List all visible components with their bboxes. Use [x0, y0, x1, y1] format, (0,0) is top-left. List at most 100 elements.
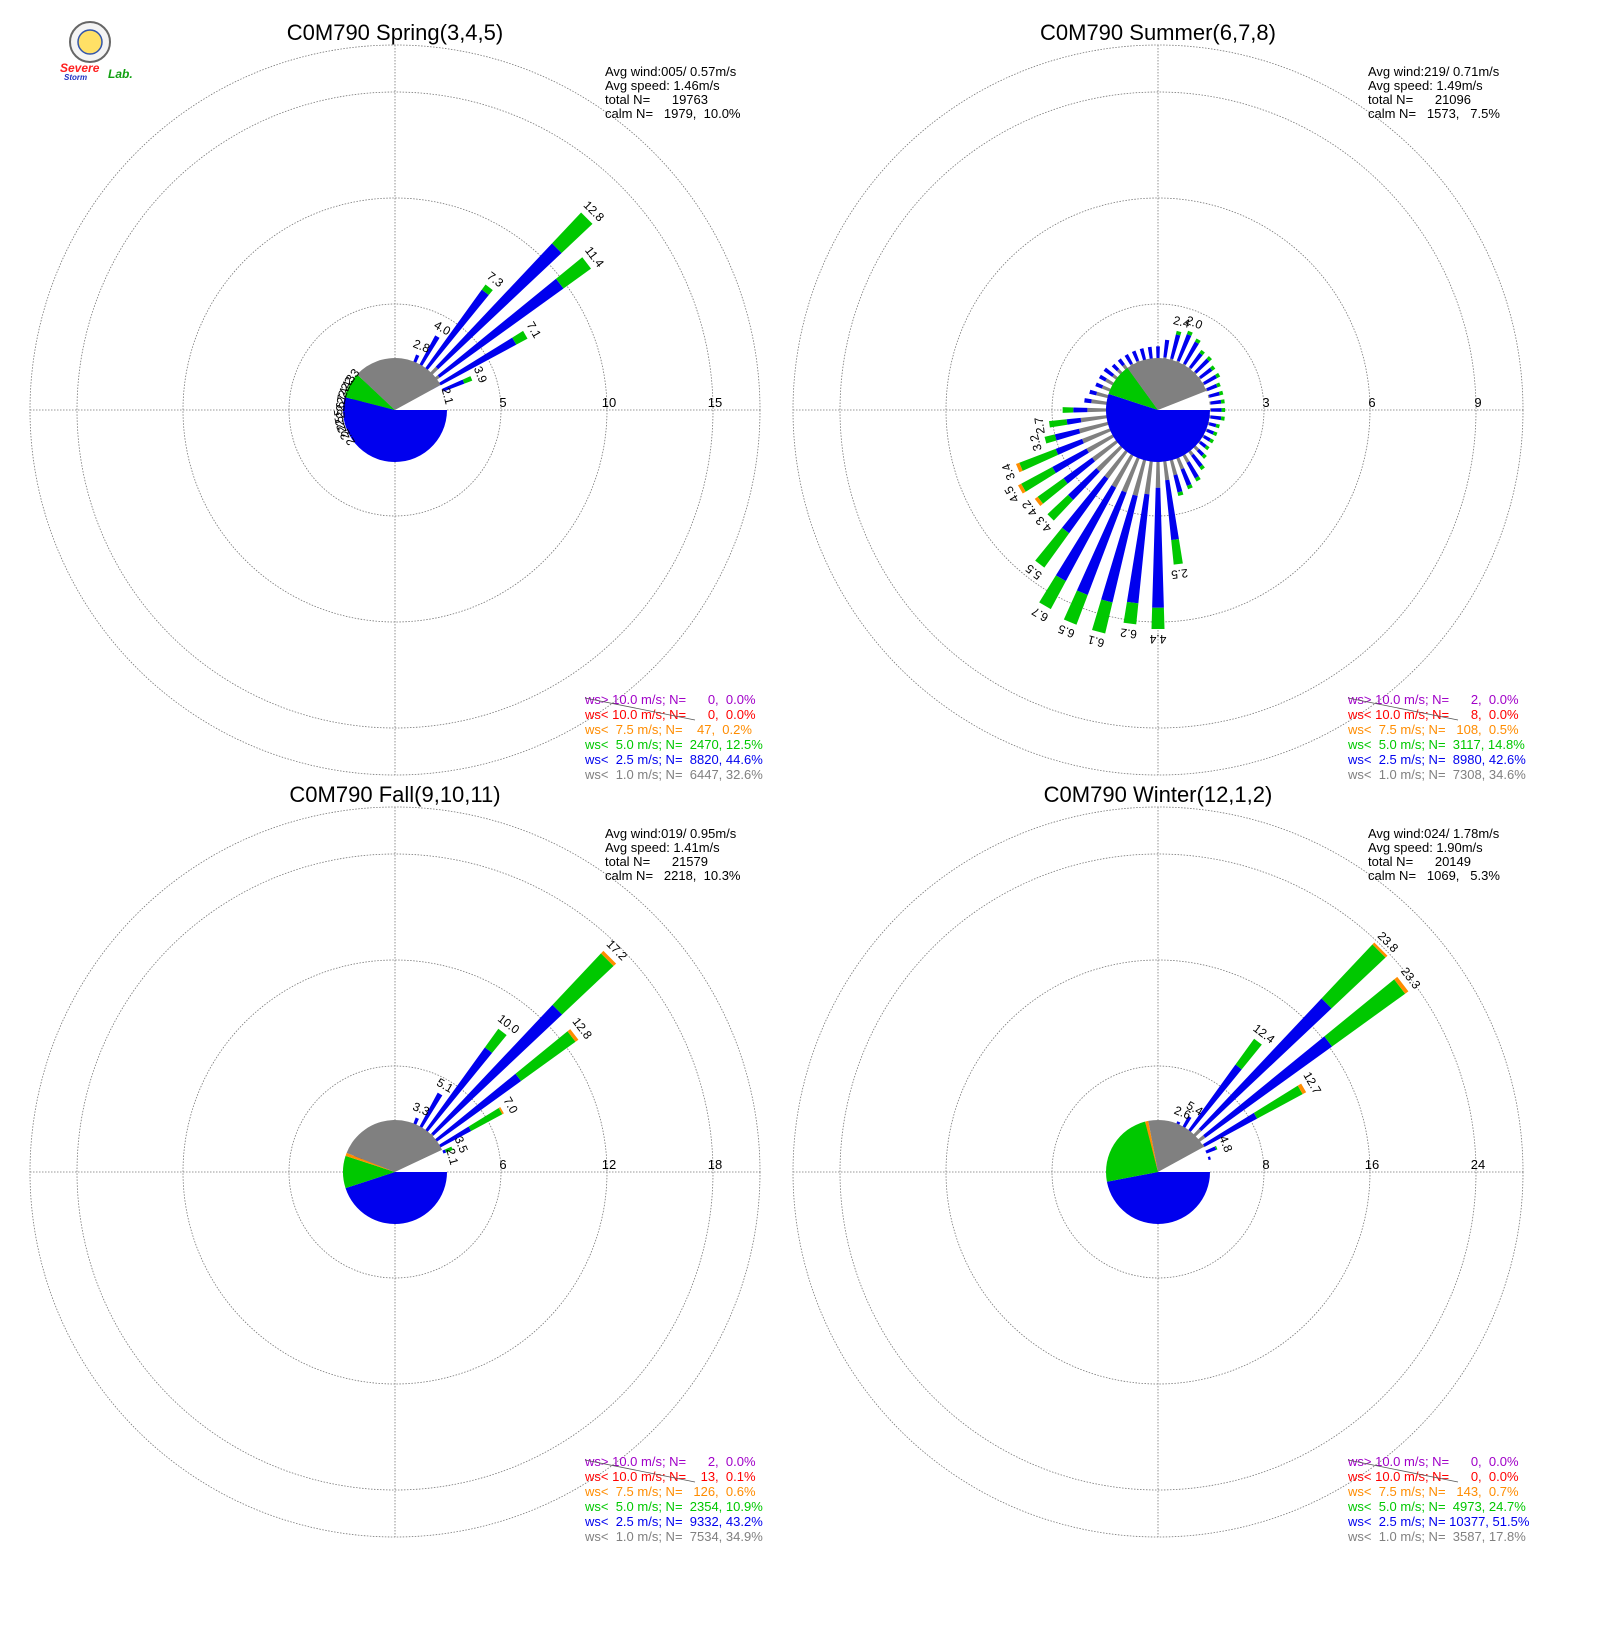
bar-segment-lt2-5: [1210, 399, 1222, 405]
bar-segment-lt5: [552, 953, 614, 1015]
bar-segment-lt2-5: [1117, 358, 1125, 367]
bar-segment-lt2-5: [1181, 1116, 1192, 1131]
bar-value-label: 3.5: [452, 1134, 471, 1155]
bar-segment-lt2-5: [1208, 391, 1220, 398]
info-avg-speed: Avg speed: 1.90m/s: [1368, 840, 1483, 855]
bar-segment-lt5: [1039, 575, 1066, 610]
bar-segment-lt5: [462, 376, 473, 384]
legend-entry: ws< 1.0 m/s; N= 7308, 34.6%: [1347, 767, 1526, 782]
info-calm: calm N= 1573, 7.5%: [1368, 106, 1500, 121]
seal-inner-icon: [77, 29, 103, 55]
bar-segment-lt5: [556, 257, 592, 289]
bar-segment-lt2-5: [1170, 334, 1181, 360]
bar-segment-lt2-5: [1055, 438, 1084, 455]
bar-segment-lt2-5: [1163, 339, 1170, 358]
bar-segment-lt5: [1177, 491, 1184, 496]
bar-segment-lt7-5: [1018, 483, 1026, 494]
bar-segment-lt5: [1123, 601, 1139, 625]
bar-segment-lt2-5: [1196, 448, 1205, 457]
bar-value-label: 2.5: [331, 414, 349, 434]
calm-pie-slice: [343, 1155, 395, 1189]
calm-pie-slice: [1158, 1146, 1210, 1172]
legend-entry: ws< 7.5 m/s; N= 108, 0.5%: [1347, 722, 1519, 737]
legend-entry: ws< 2.5 m/s; N= 8820, 44.6%: [584, 752, 763, 767]
bar-segment-lt2-5: [1055, 485, 1117, 582]
bar-segment-lt2-5: [1210, 408, 1222, 412]
bar-segment-lt2-5: [1066, 417, 1082, 425]
bar-segment-lt5: [1220, 399, 1225, 404]
bar-segment-lt7-5: [1297, 1083, 1307, 1095]
calm-pie-slice: [344, 374, 395, 410]
bar-value-label: 2.4: [1172, 313, 1192, 331]
calm-pie-slice: [343, 397, 447, 462]
bar-segment-lt5: [1206, 355, 1213, 362]
legend-entry: ws< 2.5 m/s; N= 9332, 43.2%: [584, 1514, 763, 1529]
grid-ring: [76, 853, 714, 1491]
legend-entry: ws< 2.5 m/s; N= 10377, 51.5%: [1347, 1514, 1530, 1529]
bar-segment-lt5: [1201, 453, 1207, 459]
legend-strike-line: [584, 1459, 696, 1483]
info-total: total N= 19763: [605, 92, 708, 107]
bar-segment-lt2-5: [1203, 374, 1218, 385]
bar-segment-lt5: [1175, 330, 1182, 336]
legend-entry: ws< 5.0 m/s; N= 4973, 24.7%: [1347, 1499, 1526, 1514]
info-avg-speed: Avg speed: 1.46m/s: [605, 78, 720, 93]
bar-segment-lt2-5: [1076, 490, 1127, 595]
bar-value-label: 2.7: [1032, 416, 1048, 435]
bar-value-label: 2.1: [443, 1147, 461, 1167]
bar-segment-lt5: [1021, 466, 1056, 492]
bar-segment-lt5: [1210, 365, 1216, 371]
bar-segment-lt2-5: [431, 1126, 472, 1152]
ring-label: 3: [1262, 395, 1269, 410]
bar-segment-lt5: [515, 1031, 576, 1082]
calm-pie-slice: [345, 1152, 395, 1172]
windrose-panel: 2.84.07.312.811.47.13.92.12.22.22.52.52.…: [29, 20, 763, 782]
bar-value-label: 3.2: [1027, 433, 1045, 453]
info-avg-wind: Avg wind:024/ 1.78m/s: [1368, 826, 1500, 841]
bar-segment-lt2-5: [1139, 348, 1147, 363]
legend-entry: ws< 2.5 m/s; N= 8980, 42.6%: [1347, 752, 1526, 767]
info-avg-wind: Avg wind:219/ 0.71m/s: [1368, 64, 1500, 79]
ring-label: 16: [1365, 1157, 1379, 1172]
bar-segment-lt2-5: [1191, 453, 1203, 468]
calm-pie-slice: [1158, 390, 1210, 410]
legend-entry: ws> 10.0 m/s; N= 0, 0.0%: [1347, 1454, 1519, 1469]
bar-segment-lt5: [1037, 478, 1068, 504]
bar-segment-lt7-5: [1015, 462, 1023, 473]
ring-label: 6: [1368, 395, 1375, 410]
bar-segment-lt5: [1199, 464, 1205, 471]
ring-label: 15: [708, 395, 722, 410]
legend-entry: ws< 10.0 m/s; N= 13, 0.1%: [584, 1469, 756, 1484]
panel-title: C0M790 Summer(6,7,8): [1040, 20, 1276, 45]
bar-segment-lt2-5: [431, 337, 517, 390]
calm-pie-slice: [345, 1172, 447, 1224]
bar-value-label: 4.4: [1149, 632, 1166, 646]
calm-pie-slice: [1106, 1121, 1158, 1182]
bar-segment-lt5: [1235, 1038, 1262, 1070]
bar-segment-lt2-5: [424, 289, 489, 371]
info-avg-speed: Avg speed: 1.41m/s: [605, 840, 720, 855]
bar-segment-lt5: [1194, 338, 1201, 344]
ring-label: 24: [1471, 1157, 1485, 1172]
ring-label: 18: [708, 1157, 722, 1172]
windrose-panel: 2.42.02.54.46.26.16.56.75.54.34.24.53.43…: [792, 20, 1526, 782]
bar-segment-lt5: [1186, 484, 1193, 490]
panels-group: 2.84.07.312.811.47.13.92.12.22.22.52.52.…: [29, 20, 1530, 1544]
bar-segment-lt5: [1194, 476, 1201, 482]
bar-segment-lt5: [1220, 416, 1225, 421]
bar-segment-lt2-5: [1173, 474, 1183, 493]
calm-pie-slice: [395, 1149, 447, 1172]
bar-segment-lt5: [1215, 372, 1221, 379]
bar-segment-lt2-5: [1054, 428, 1081, 441]
bar-segment-lt2-5: [1126, 493, 1150, 604]
bar-segment-lt5: [1204, 445, 1210, 451]
bar-segment-lt2-5: [1111, 363, 1120, 372]
info-avg-speed: Avg speed: 1.49m/s: [1368, 78, 1483, 93]
calm-pie-slice: [395, 384, 447, 410]
bar-segment-lt5: [481, 284, 493, 295]
bar-segment-lt5: [1221, 408, 1226, 412]
bar-segment-lt5: [1019, 448, 1059, 471]
bar-value-label: 2.5: [1170, 566, 1189, 582]
bar-segment-lt2-5: [1073, 407, 1088, 413]
